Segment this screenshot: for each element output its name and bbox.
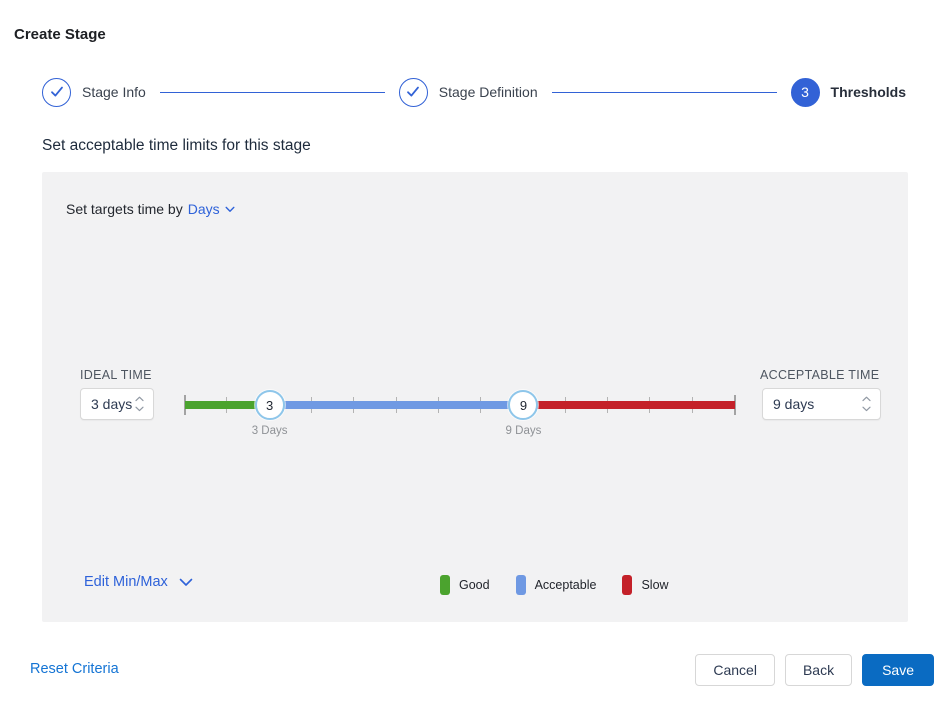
slow-swatch [622,575,633,595]
step-active-circle: 3 [790,77,820,107]
ideal-time-label: IDEAL TIME [80,368,152,382]
acceptable-time-input[interactable]: 9 days [762,388,881,420]
acceptable-segment [269,401,524,409]
good-segment [185,401,270,409]
legend-item-acceptable: Acceptable [515,575,597,595]
unit-dropdown-value: Days [187,201,220,217]
acceptable-time-stepper [862,396,880,412]
acceptable-time-label: ACCEPTABLE TIME [760,368,880,382]
step-label: Thresholds [830,84,907,100]
check-icon [407,86,420,97]
legend-item-slow: Slow [622,575,669,595]
section-heading: Set acceptable time limits for this stag… [42,137,311,154]
legend-label: Acceptable [534,578,597,592]
ideal-handle[interactable]: 3 [254,390,285,420]
legend-item-good: Good [440,575,490,595]
stepper-connector [551,91,777,93]
step-completed-circle [42,77,71,107]
step-label: Stage Info [82,84,146,100]
edit-minmax-toggle[interactable]: Edit Min/Max [84,574,193,590]
chevron-down-icon [225,206,235,212]
back-button[interactable]: Back [784,654,853,686]
wizard-stepper: Stage Info Stage Definition 3 Thresholds [42,77,906,107]
stepper-down-icon[interactable] [862,406,871,412]
legend-label: Good [459,578,490,592]
stepper-connector [159,91,385,93]
save-button[interactable]: Save [862,654,934,686]
edit-minmax-label: Edit Min/Max [84,574,168,590]
ideal-time-value: 3 days [91,396,133,412]
step-label: Stage Definition [438,84,538,100]
stepper-up-icon[interactable] [135,396,144,402]
targets-prefix: Set targets time by [66,201,183,217]
stepper-up-icon[interactable] [862,396,871,402]
unit-dropdown[interactable]: Days [188,201,235,217]
ideal-time-stepper [135,396,153,412]
thresholds-panel: Set targets time by Days IDEAL TIME 3 da… [42,172,908,622]
step-stage-definition[interactable]: Stage Definition [398,77,538,107]
acceptable-handle[interactable]: 9 [508,390,539,420]
acceptable-swatch [515,575,526,595]
footer-buttons: Cancel Back Save [695,654,934,686]
check-icon [50,86,63,97]
good-swatch [440,575,450,595]
ideal-time-input[interactable]: 3 days [80,388,154,420]
ideal-handle-label: 3 Days [251,425,288,437]
step-stage-info[interactable]: Stage Info [42,77,146,107]
stepper-down-icon[interactable] [135,406,144,412]
reset-criteria-link[interactable]: Reset Criteria [30,661,119,677]
acceptable-handle-label: 9 Days [505,425,542,437]
threshold-slider[interactable]: 3 3 Days 9 9 Days [184,375,736,445]
step-thresholds[interactable]: 3 Thresholds [790,77,907,107]
cancel-button[interactable]: Cancel [695,654,775,686]
page-title: Create Stage [14,26,106,43]
slider-tick [734,395,736,415]
acceptable-time-value: 9 days [773,396,815,412]
targets-row: Set targets time by Days [66,201,235,217]
legend-label: Slow [641,578,669,592]
slow-segment [523,401,735,409]
chevron-down-icon [179,578,193,586]
step-completed-circle [398,77,428,107]
slider-legend: Good Acceptable Slow [440,575,669,595]
